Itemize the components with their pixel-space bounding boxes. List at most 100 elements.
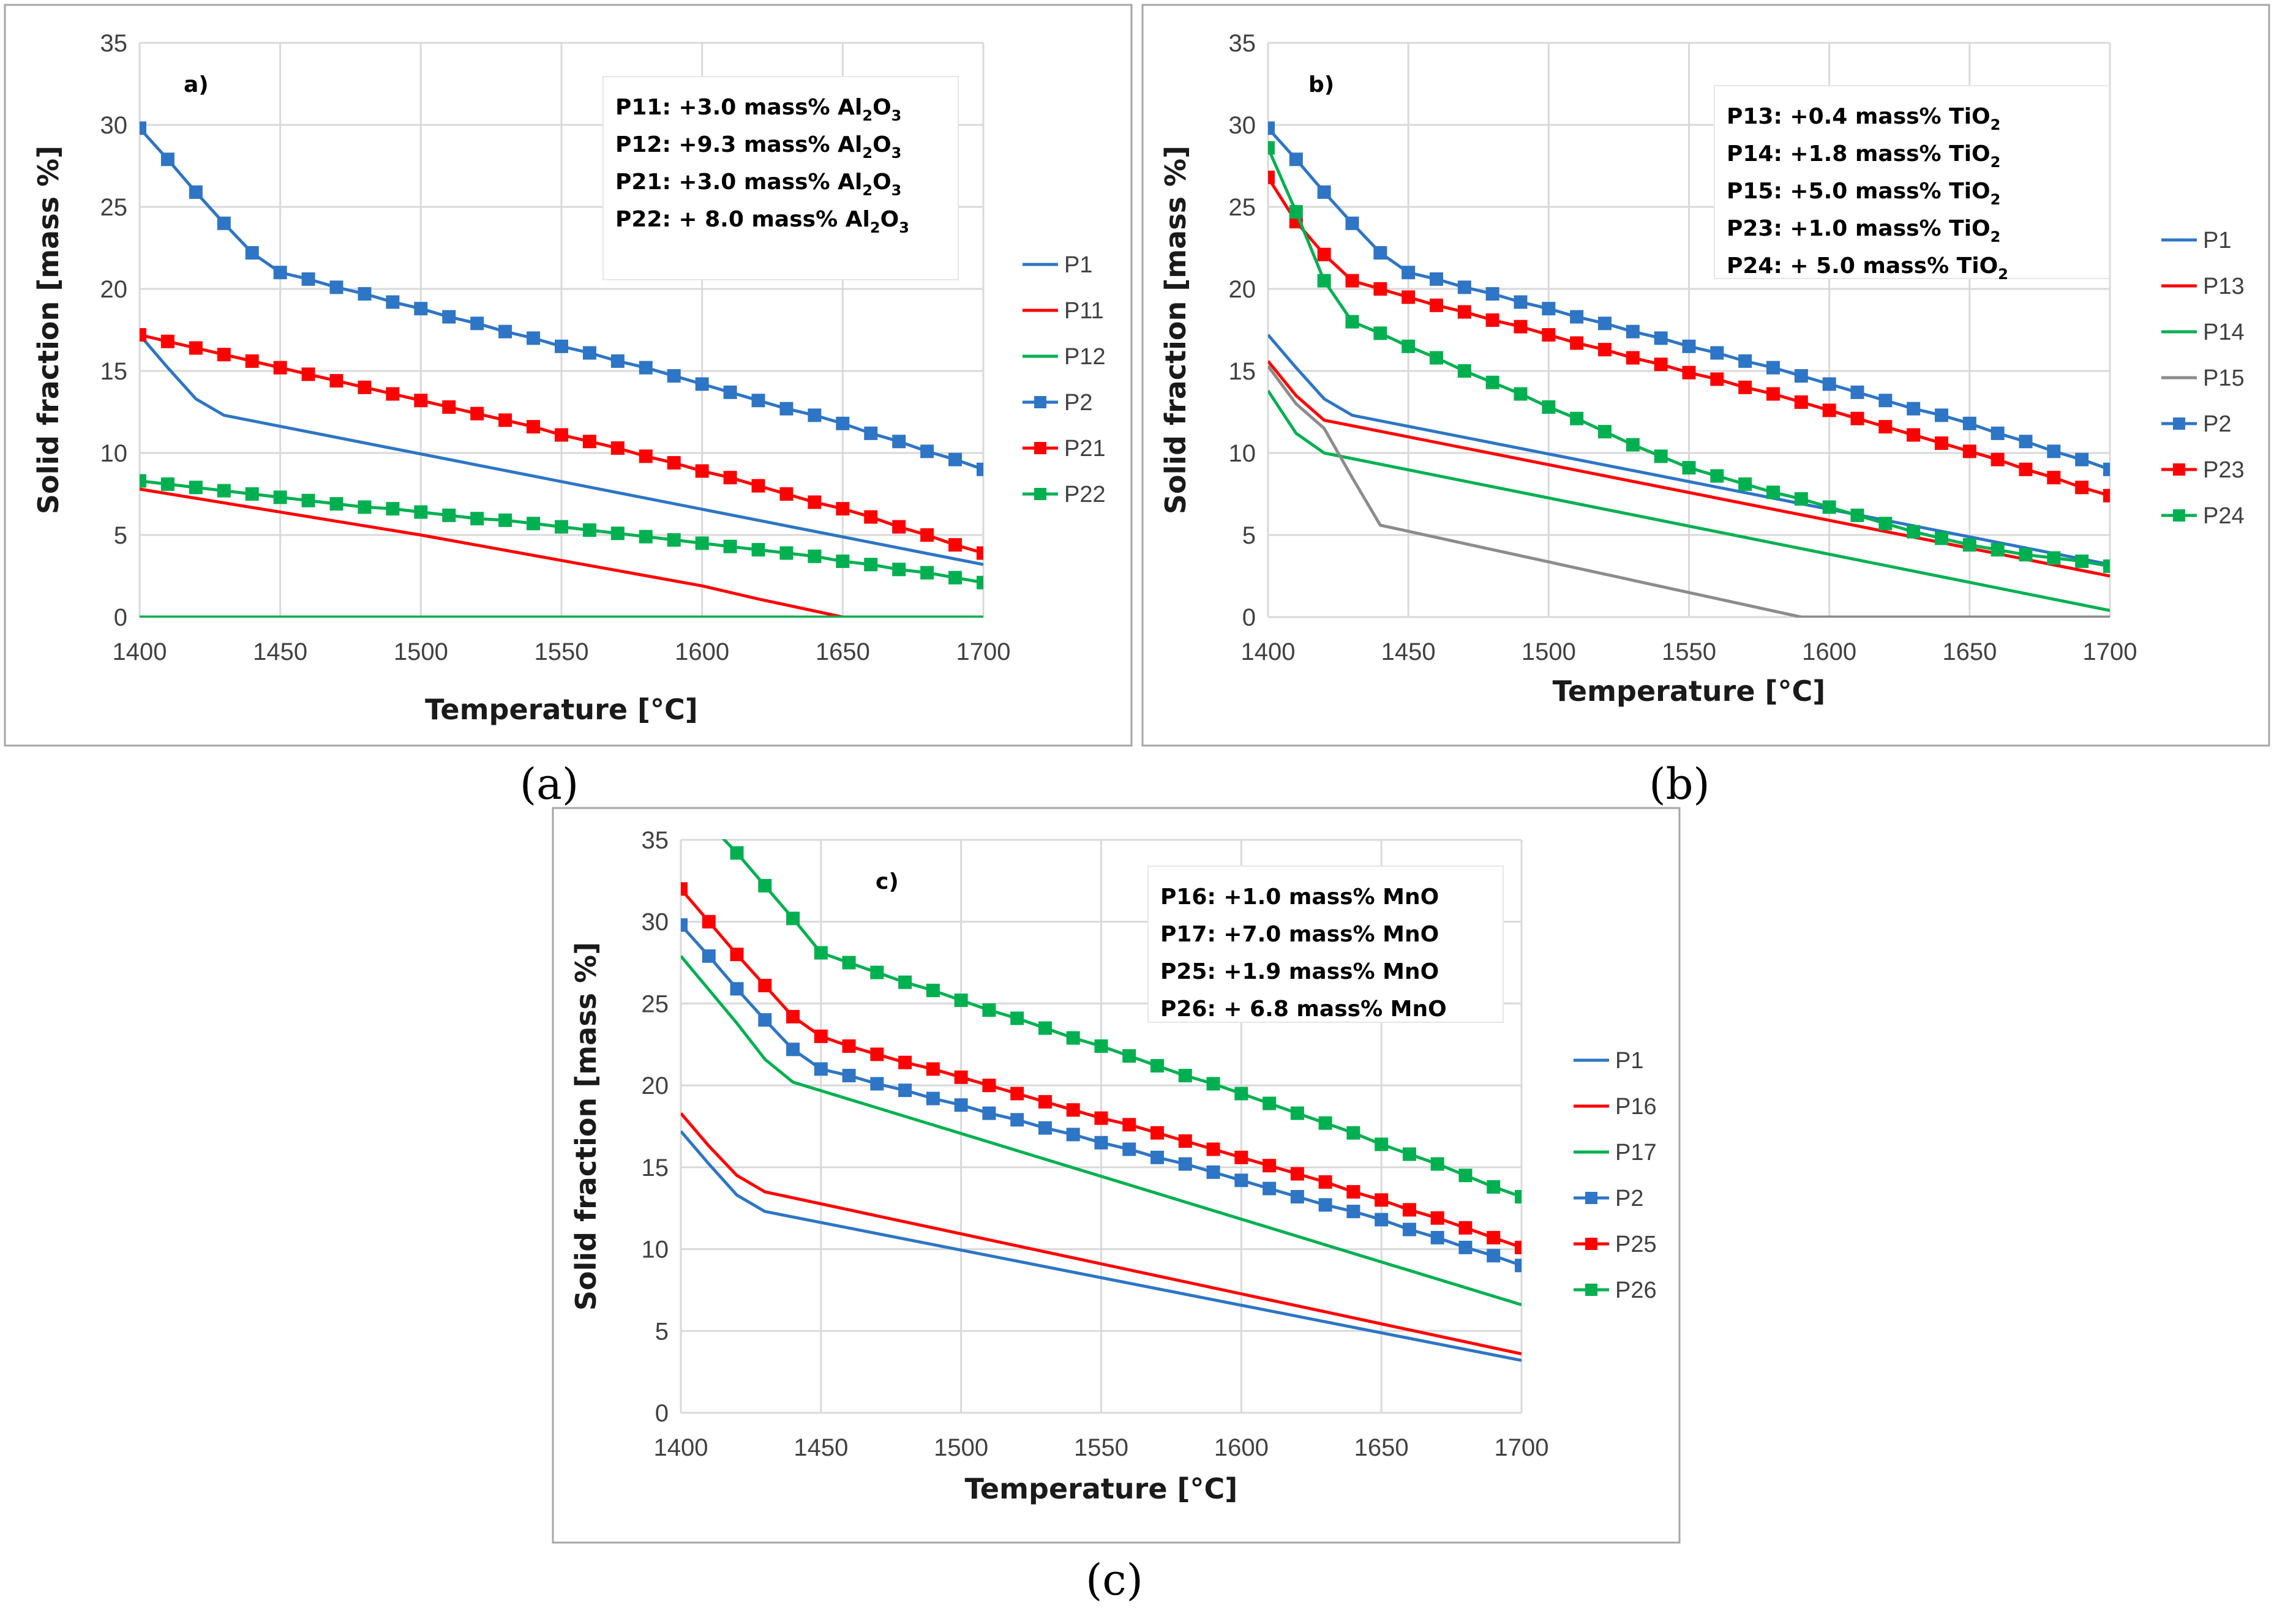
- data-point-p2: [140, 121, 146, 135]
- legend-marker: [1585, 1238, 1597, 1250]
- series-line-p15: [1268, 365, 2110, 618]
- data-point-p25: [1234, 1150, 1248, 1164]
- x-tick-label: 1650: [1942, 638, 1997, 665]
- data-point-p2: [1487, 1249, 1501, 1263]
- data-point-p26: [926, 984, 940, 998]
- annotation-line: P16: +1.0 mass% MnO: [1160, 885, 1439, 910]
- data-point-p2: [1345, 216, 1359, 230]
- series-line-p1: [681, 1130, 1522, 1362]
- data-point-p2: [1991, 426, 2005, 440]
- data-point-p26: [1402, 1147, 1416, 1161]
- legend-marker: [1034, 488, 1046, 500]
- data-point-p24: [1878, 517, 1893, 531]
- data-point-p21: [470, 406, 484, 421]
- legend-label: P21: [1064, 436, 1106, 462]
- data-point-p2: [639, 361, 653, 375]
- data-point-p22: [329, 497, 343, 511]
- data-point-p26: [842, 956, 856, 970]
- series-layer: [1268, 121, 2110, 618]
- data-point-p25: [1150, 1126, 1165, 1140]
- data-point-p2: [1402, 266, 1416, 280]
- data-point-p2: [1457, 280, 1471, 294]
- data-point-p2: [1263, 1181, 1277, 1196]
- data-point-p23: [2047, 471, 2061, 485]
- legend-item-p2: P2: [1023, 390, 1092, 416]
- legend-item-p23: P23: [2161, 457, 2245, 483]
- data-point-p25: [1010, 1087, 1024, 1101]
- data-point-p2: [1317, 185, 1331, 199]
- y-tick-label: 25: [642, 990, 669, 1017]
- data-point-p25: [1206, 1142, 1220, 1156]
- x-tick-label: 1500: [1522, 638, 1576, 665]
- y-axis-title: Solid fraction [mass %]: [569, 942, 602, 1311]
- data-point-p25: [926, 1062, 940, 1076]
- data-point-p2: [555, 339, 568, 353]
- data-point-p23: [1710, 372, 1724, 386]
- x-tick-label: 1500: [394, 638, 448, 665]
- data-point-p21: [217, 348, 231, 362]
- data-point-p2: [1514, 295, 1528, 309]
- annotation-line: P15: +5.0 mass% TiO2: [1727, 179, 2000, 208]
- data-point-p23: [1766, 387, 1780, 401]
- series-line-p16: [681, 1112, 1522, 1356]
- data-point-p26: [1263, 1096, 1277, 1110]
- data-point-p23: [1268, 170, 1275, 184]
- data-point-p23: [1935, 436, 1948, 450]
- legend-item-p25: P25: [1574, 1232, 1657, 1257]
- data-point-p26: [1375, 1137, 1389, 1151]
- x-tick-label: 1550: [1662, 638, 1716, 665]
- data-point-p24: [2047, 551, 2061, 565]
- annotation-box: [602, 76, 959, 280]
- data-point-p21: [723, 471, 737, 485]
- data-point-p22: [386, 502, 400, 516]
- data-point-p2: [920, 444, 934, 458]
- data-point-p22: [358, 500, 372, 514]
- data-point-p25: [1487, 1230, 1501, 1244]
- data-point-p24: [1626, 438, 1640, 452]
- data-point-p26: [758, 878, 772, 892]
- data-point-p25: [786, 1009, 800, 1023]
- data-point-p2: [1458, 1240, 1473, 1254]
- data-point-p2: [808, 408, 822, 422]
- data-point-p2: [442, 310, 456, 324]
- data-point-p25: [842, 1039, 856, 1053]
- data-point-p24: [2075, 554, 2089, 568]
- data-point-p23: [1485, 313, 1499, 327]
- data-point-p2: [1206, 1165, 1220, 1179]
- data-point-p21: [527, 420, 541, 434]
- data-point-p23: [1373, 282, 1387, 296]
- data-point-p24: [1962, 538, 1976, 552]
- data-point-p24: [1682, 461, 1696, 475]
- caption-c: (c): [1086, 1555, 1143, 1605]
- data-point-p25: [1038, 1095, 1052, 1109]
- legend-label: P1: [2203, 228, 2231, 253]
- legend-marker: [2173, 509, 2185, 522]
- data-point-p21: [695, 464, 709, 478]
- data-point-p26: [1122, 1049, 1136, 1063]
- data-point-p26: [730, 846, 744, 860]
- data-point-p2: [1570, 310, 1584, 324]
- series-line-p17: [681, 955, 1522, 1306]
- legend-item-p14: P14: [2161, 320, 2245, 345]
- y-tick-label: 25: [1229, 194, 1256, 221]
- data-point-p23: [2103, 488, 2110, 503]
- data-point-p24: [1822, 500, 1836, 514]
- series-line-p14: [1268, 389, 2110, 612]
- x-tick-label: 1600: [1214, 1434, 1269, 1461]
- y-tick-label: 0: [655, 1400, 669, 1427]
- data-point-p25: [1094, 1111, 1108, 1125]
- legend-item-p22: P22: [1023, 482, 1106, 507]
- y-tick-label: 30: [642, 909, 669, 936]
- annotation-line: P22: + 8.0 mass% Al2O3: [615, 207, 909, 236]
- data-point-p25: [1122, 1118, 1136, 1132]
- data-point-p25: [1178, 1134, 1192, 1148]
- data-point-p2: [730, 982, 744, 996]
- data-point-p2: [2047, 444, 2061, 458]
- data-point-p2: [1094, 1136, 1108, 1150]
- y-tick-label: 35: [642, 827, 669, 854]
- x-tick-label: 1600: [1802, 638, 1856, 665]
- data-point-p2: [1289, 152, 1303, 167]
- data-point-p2: [386, 295, 400, 309]
- y-tick-label: 30: [1229, 112, 1256, 139]
- data-point-p24: [1402, 339, 1416, 353]
